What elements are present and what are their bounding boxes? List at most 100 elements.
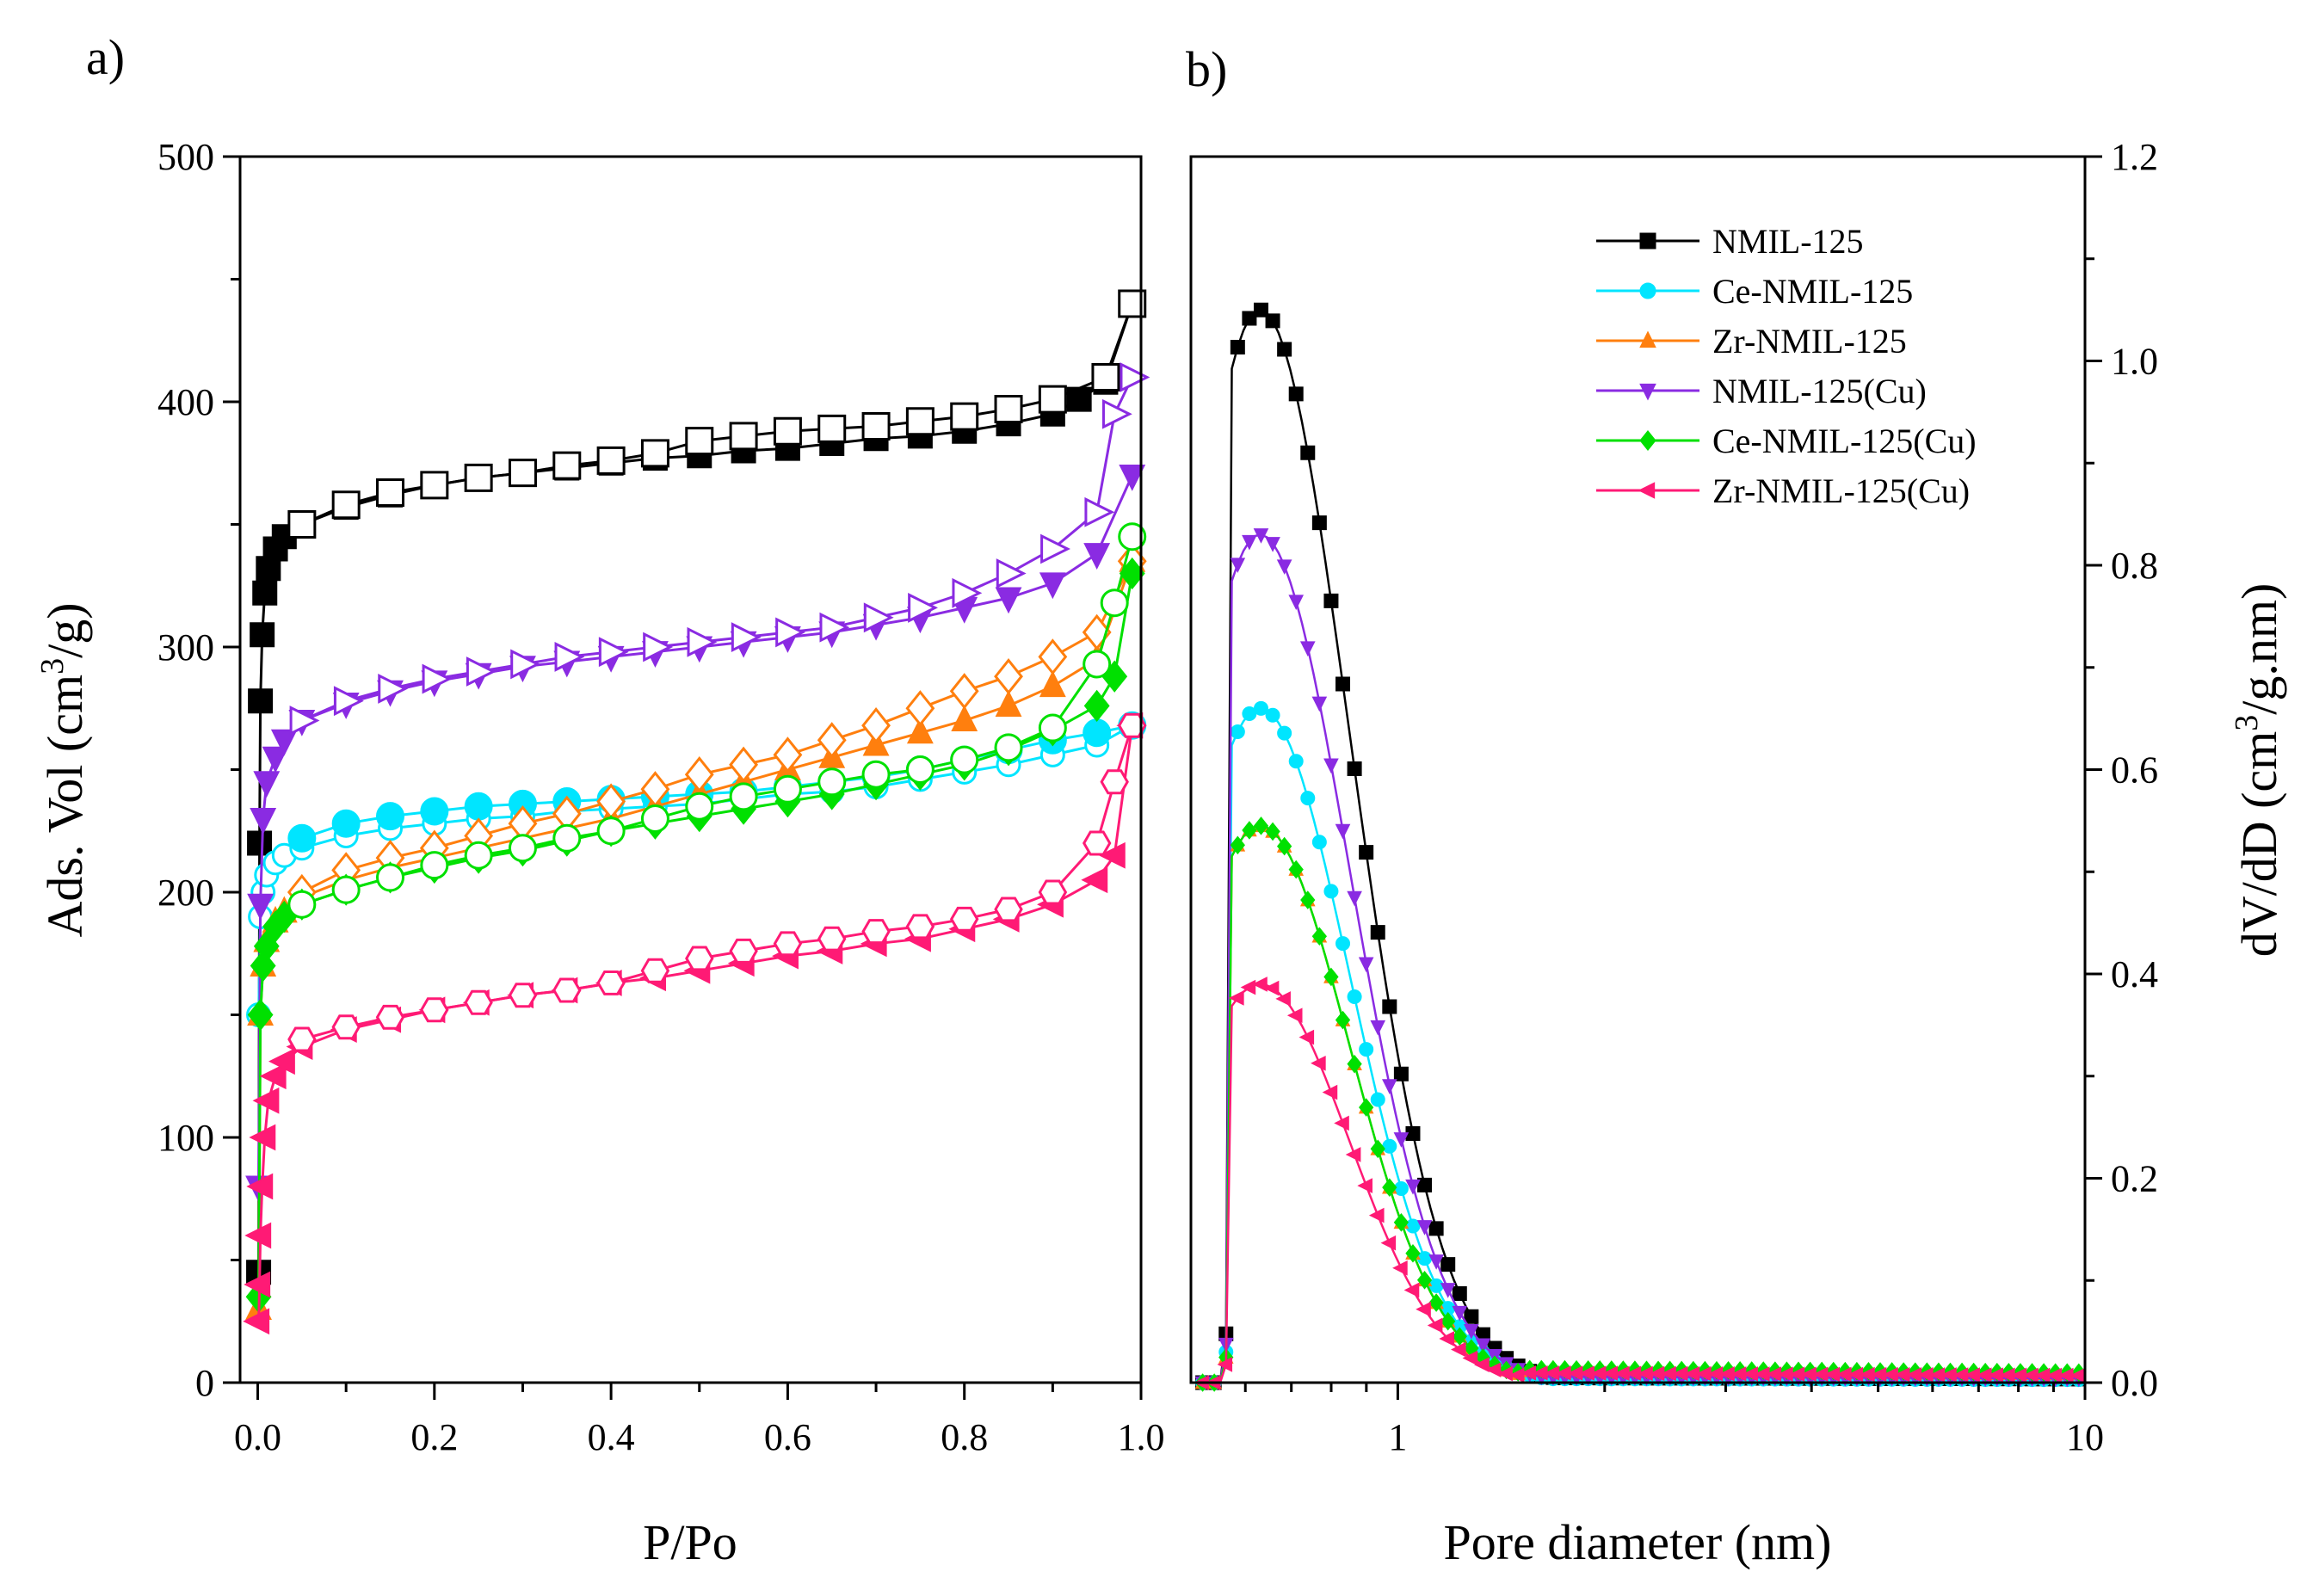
desorption-point [420, 851, 449, 880]
x-tick-label: 0.0 [234, 1416, 281, 1458]
psd-point [1417, 1177, 1433, 1192]
psd-point [1440, 1283, 1456, 1298]
desorption-point [331, 1014, 361, 1040]
panel-a-x-axis-title: P/Po [643, 1514, 737, 1570]
panel-b-y-title-end: /g.nm) [2231, 583, 2287, 715]
psd-point [1393, 1181, 1409, 1196]
panel-b-plot-area [1194, 302, 2087, 1392]
adsorption-point [250, 807, 277, 835]
desorption-point [376, 478, 404, 507]
psd-point [1300, 890, 1316, 909]
psd-point [1427, 1317, 1443, 1334]
desorption-point [640, 804, 669, 833]
adsorption-point [244, 1271, 271, 1298]
psd-line [1202, 533, 2085, 1384]
psd-point [1382, 1138, 1397, 1154]
desorption-point [333, 686, 364, 717]
desorption-point [949, 673, 979, 710]
psd-point [1323, 884, 1339, 899]
desorption-point [950, 745, 979, 774]
psd-point [1403, 1282, 1420, 1298]
legend-marker [1639, 429, 1656, 452]
psd-point [1416, 1301, 1431, 1317]
desorption-point [1083, 650, 1112, 679]
legend-label: NMIL-125(Cu) [1712, 372, 1927, 410]
psd-point [1230, 339, 1245, 354]
psd-point [1428, 1254, 1444, 1270]
desorption-point [596, 446, 626, 475]
desorption-point [331, 875, 361, 904]
y-tick-label: 0.8 [2111, 545, 2158, 587]
desorption-point [1084, 496, 1115, 527]
psd-point [1393, 1132, 1409, 1148]
adsorption-point [247, 998, 274, 1032]
legend-marker [1638, 482, 1656, 499]
psd-point [1335, 1010, 1351, 1030]
psd-point [1370, 925, 1385, 940]
desorption-point [684, 756, 714, 793]
desorption-point [375, 802, 405, 831]
psd-point [1440, 1311, 1456, 1331]
desorption-point [1091, 363, 1120, 391]
legend-entry: Zr-NMIL-125 [1596, 322, 1907, 360]
legend-entry: NMIL-125 [1596, 222, 1864, 261]
desorption-point [731, 622, 762, 653]
desorption-point [1117, 712, 1147, 738]
psd-point [1335, 676, 1351, 692]
adsorption-point [249, 1124, 276, 1151]
adsorption-point [995, 690, 1022, 717]
desorption-point [554, 641, 585, 672]
desorption-point [1038, 385, 1067, 414]
y-tick-label: 0.6 [2111, 749, 2158, 792]
desorption-point [1100, 588, 1129, 618]
psd-point [1230, 835, 1245, 855]
psd-point [1392, 1260, 1408, 1276]
adsorption-point [243, 1308, 270, 1335]
y-tick-label: 200 [157, 872, 214, 914]
desorption-point [729, 422, 758, 451]
desorption-point [287, 823, 317, 853]
isotherm-series-4 [245, 522, 1147, 1313]
desorption-point [773, 931, 803, 957]
desorption-point [552, 823, 582, 853]
psd-point [1252, 977, 1268, 992]
psd-point [1265, 822, 1280, 841]
psd-point [1497, 1365, 1513, 1382]
isotherm-series-0 [246, 289, 1147, 1285]
panel-a-y-title-main: Ads. Vol (cm [37, 675, 93, 938]
y-tick-label: 0.0 [2111, 1362, 2158, 1404]
adsorption-point [247, 893, 274, 921]
psd-point [1335, 936, 1351, 951]
psd-series-5 [1194, 977, 2086, 1390]
psd-point [1276, 559, 1292, 575]
psd-point [1474, 1357, 1490, 1373]
desorption-point [287, 890, 317, 919]
legend-marker [1639, 330, 1656, 348]
x-tick-label: 0.8 [941, 1416, 988, 1458]
psd-point [1253, 700, 1268, 716]
desorption-point [510, 649, 541, 680]
desorption-point [640, 439, 669, 468]
psd-line [1202, 983, 2085, 1384]
desorption-point [643, 632, 674, 662]
desorption-point [331, 809, 361, 838]
desorption-point [775, 617, 806, 648]
panel-b-y-axis-title: dV/dD (cm3/g.nm) [2229, 583, 2287, 958]
psd-point [1347, 890, 1362, 907]
adsorption-point [1039, 670, 1066, 698]
x-tick-label: 0.2 [410, 1416, 458, 1458]
psd-point [1230, 558, 1246, 573]
desorption-point [596, 971, 626, 995]
psd-point [1265, 537, 1280, 552]
desorption-point [817, 767, 847, 797]
desorption-point [640, 958, 670, 983]
y-tick-label: 0.4 [2111, 953, 2158, 995]
desorption-point [994, 658, 1023, 695]
desorption-point [464, 989, 493, 1015]
desorption-point [817, 414, 847, 443]
adsorption-point [259, 1063, 287, 1090]
psd-point [1288, 754, 1304, 769]
psd-point [1405, 1218, 1421, 1234]
desorption-point [420, 797, 449, 826]
psd-series-3 [1194, 528, 2087, 1392]
